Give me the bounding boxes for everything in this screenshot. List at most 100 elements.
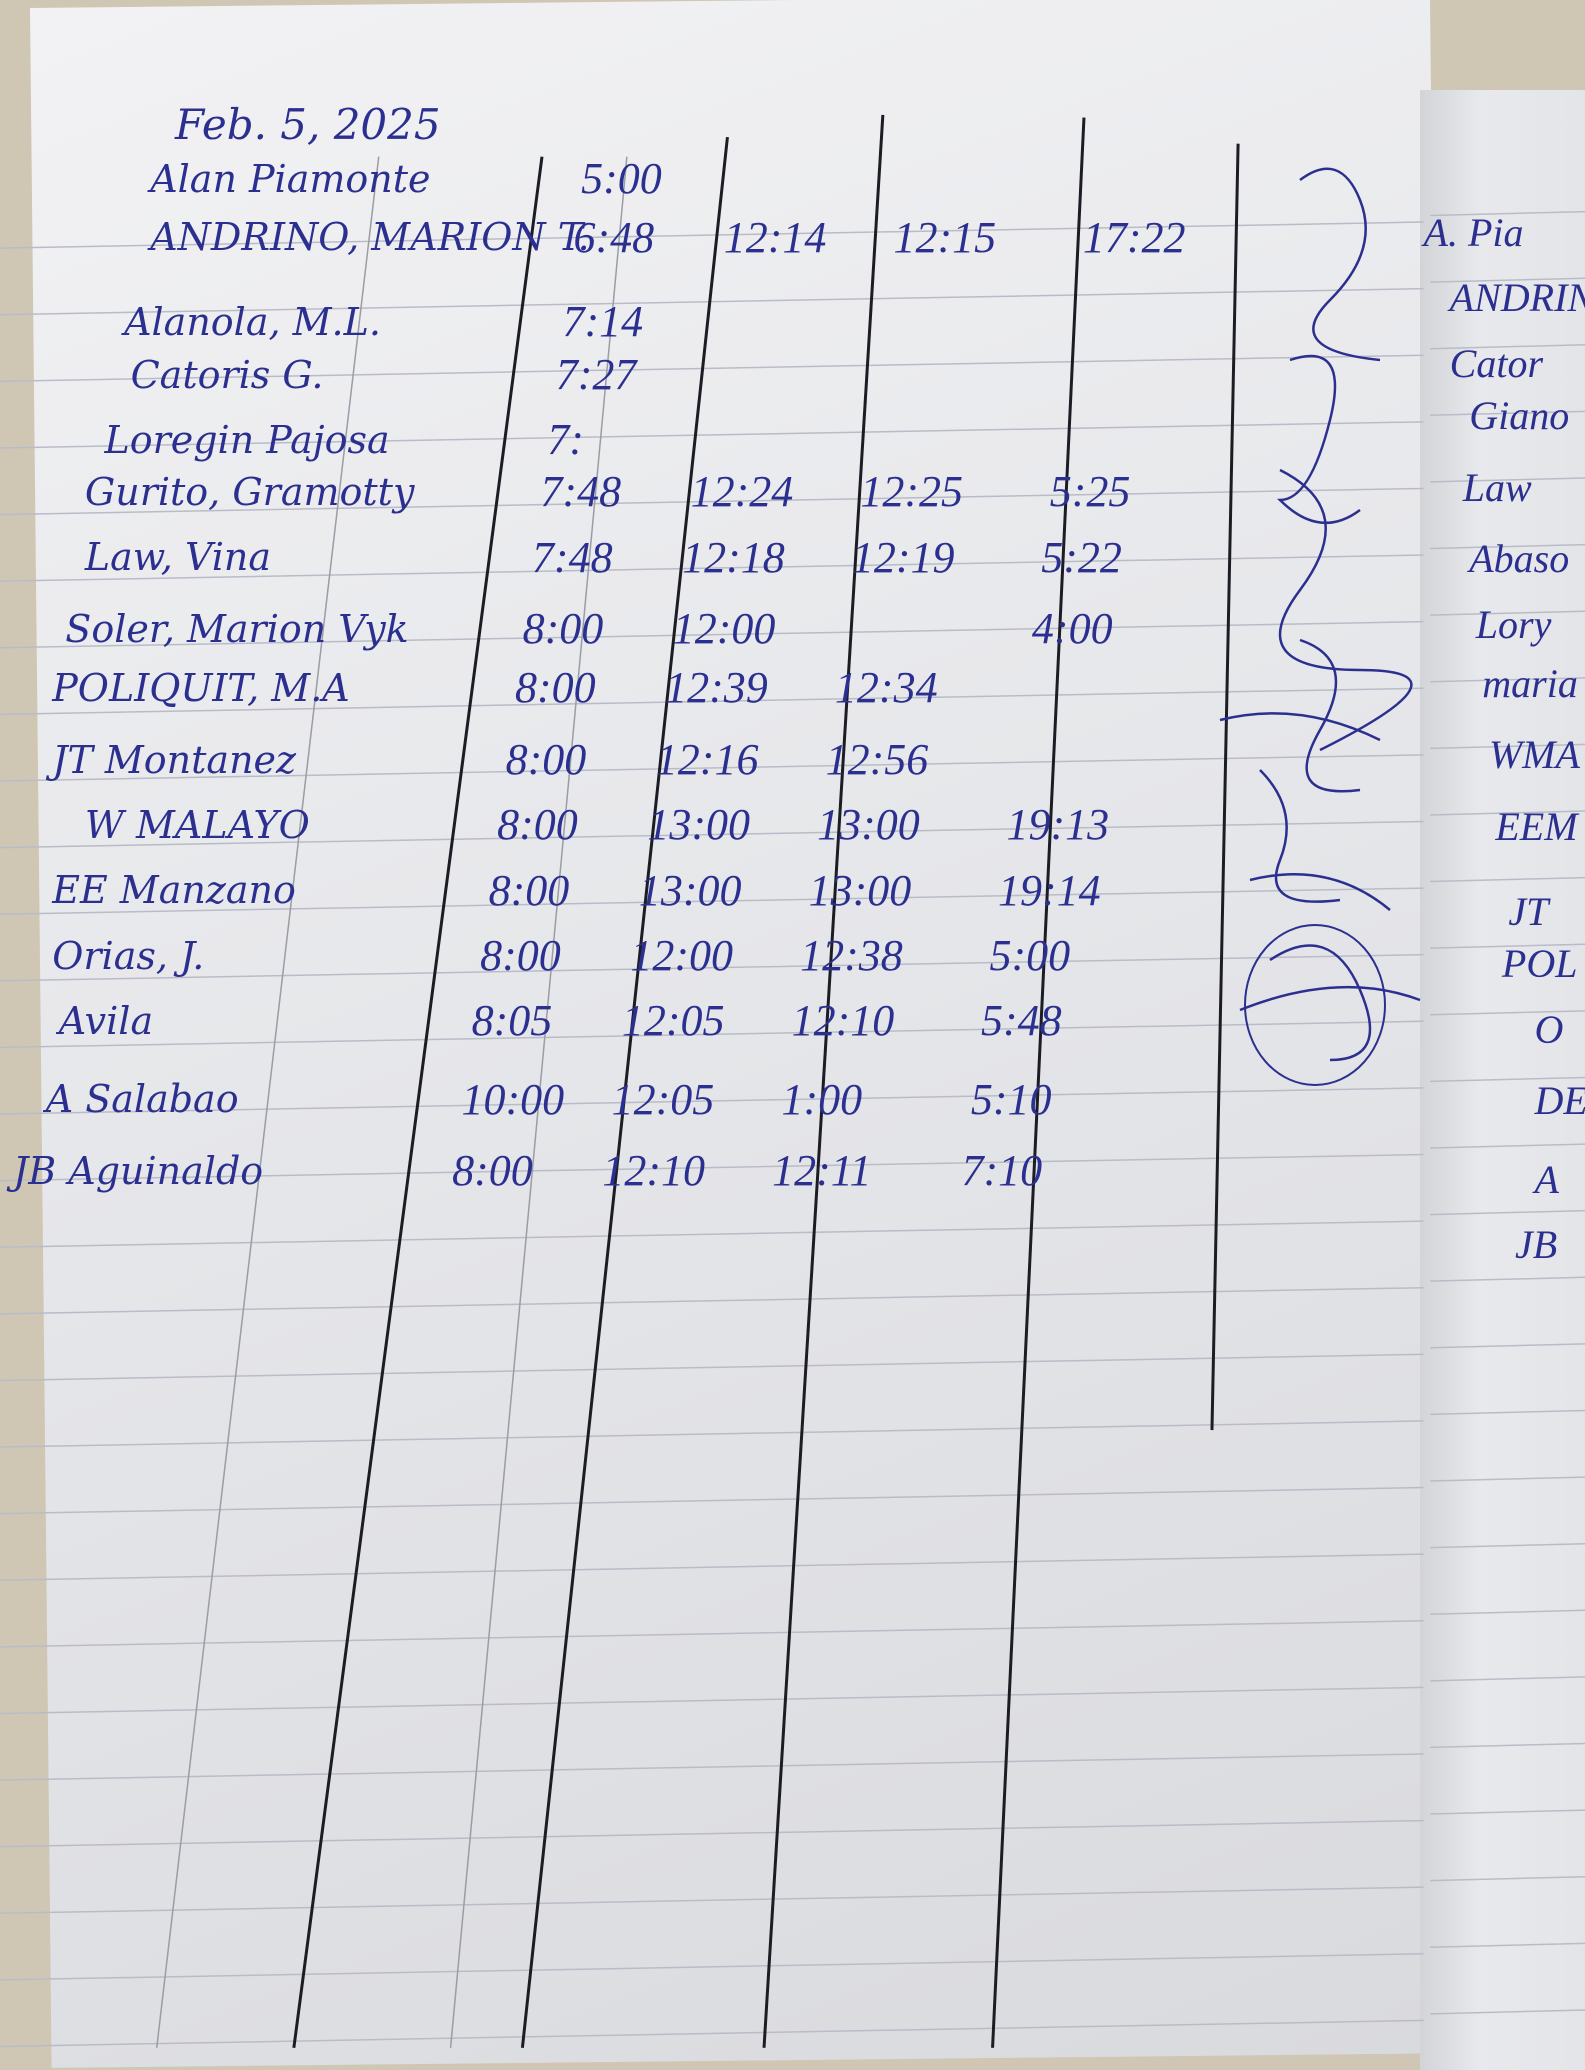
employee-name: EE Manzano [52,868,296,913]
right-page-name: JB [1514,1222,1558,1268]
time-am-out: 12:24 [690,467,794,517]
right-page-name: Lory [1475,601,1552,647]
time-am-out: 12:05 [621,996,725,1046]
ruled-line [0,820,1424,849]
ruled-line [0,1753,1424,1781]
time-am-out: 12:18 [682,532,785,582]
ruled-line [0,421,1424,449]
employee-name: Catoris G. [130,352,324,397]
ruled-line [1430,743,1585,750]
time-pm-in: 12:19 [851,532,955,582]
ruled-line [0,620,1424,649]
time-am-in: 8:00 [514,663,596,713]
employee-name: Orias, J. [52,933,205,978]
time-pm-out: 19:14 [997,865,1101,915]
time-pm-in: 12:11 [772,1146,872,1196]
ruled-line [1430,477,1585,483]
time-pm-in: 13:00 [808,865,912,915]
ruled-line [0,1886,1424,1915]
ruled-line [0,687,1424,716]
right-page-name: JT [1508,889,1549,935]
ruled-line [1430,1609,1585,1615]
ruled-line [1430,1276,1585,1282]
signature-scribbles [1219,167,1421,1062]
ruled-line [0,221,1424,249]
ruled-line [0,1220,1424,1248]
employee-name: ANDRINO, MARION T. [150,215,590,260]
time-am-out: 12:05 [611,1074,715,1124]
column-divider [762,114,885,2048]
ruled-line [1430,876,1585,883]
right-page-name: DE [1534,1078,1585,1124]
ruled-line [0,1819,1424,1848]
ruled-line [0,487,1424,516]
time-am-out: 13:00 [638,865,742,915]
ruled-line [1430,1076,1585,1083]
employee-name: A Salabao [45,1077,239,1122]
time-pm-in: 1:00 [781,1074,863,1124]
right-page-name: Law [1462,464,1532,510]
time-am-in: 10:00 [461,1074,565,1124]
employee-name: Avila [58,999,154,1044]
ruled-line [1430,677,1585,683]
time-am-out: 12:16 [655,734,759,784]
right-page-name: EEM [1495,804,1578,850]
ruled-line [0,1353,1424,1382]
ruled-line [0,1020,1424,1049]
ruled-line [1430,610,1585,616]
time-pm-out: 5:10 [970,1074,1052,1124]
time-pm-in: 12:10 [791,996,895,1046]
right-page-name: ANDRIN [1449,275,1585,321]
employee-name: Soler, Marion Vyk [65,607,409,652]
ruled-line [1430,1742,1585,1749]
time-am-in: 7:14 [562,297,644,347]
time-am-in: 8:00 [452,1146,533,1196]
ruled-line [1430,210,1585,217]
ruled-line [1430,543,1585,550]
column-divider [1210,143,1240,1431]
time-am-in: 8:05 [471,996,553,1046]
ruled-line [0,1286,1424,1315]
ruled-line [1430,1409,1585,1416]
time-pm-out: 19:13 [1006,800,1110,850]
ruled-line [1430,943,1585,949]
ruled-line [1430,2009,1585,2015]
ruled-line [1430,1343,1585,1349]
right-page-name: A. Pia [1423,209,1524,255]
employee-name: JT Montanez [52,737,297,782]
time-am-in: 7:48 [540,467,622,517]
ruled-line [1430,1010,1585,1016]
time-pm-in: 13:00 [817,800,920,850]
time-am-in: 5:00 [581,153,662,203]
right-page-name: Cator [1449,340,1544,386]
time-am-in: 8:00 [505,734,587,784]
time-pm-out: 7:10 [961,1146,1043,1196]
time-am-in: 7: [547,415,584,464]
employee-name: Alan Piamonte [150,156,431,201]
time-am-out: 12:39 [665,663,768,713]
time-am-out: 12:00 [630,930,733,980]
time-am-out: 12:00 [672,604,776,654]
time-am-in: 8:00 [488,865,570,915]
ruled-line [0,2019,1424,2048]
employee-name: Gurito, Gramotty [84,470,415,515]
ruled-line [0,354,1424,383]
ruled-line [0,754,1424,782]
time-am-in: 6:48 [573,212,655,262]
log-date: Feb. 5, 2025 [175,100,441,149]
ruled-line [1430,1942,1585,1948]
time-pm-out: 17:22 [1082,212,1186,262]
ruled-line [0,953,1424,982]
ruled-line [1430,1476,1585,1482]
ruled-line [0,1153,1424,1182]
right-page-name: Giano [1469,392,1570,438]
ruled-line [1430,1875,1585,1882]
time-pm-in: 12:56 [825,734,929,784]
right-page-name: WMA [1488,732,1580,778]
ruled-line [1430,344,1585,350]
time-pm-out: 4:00 [1031,604,1113,654]
time-am-in: 8:00 [522,604,604,654]
margin-line [449,156,628,2048]
time-pm-in: 12:38 [800,930,903,980]
